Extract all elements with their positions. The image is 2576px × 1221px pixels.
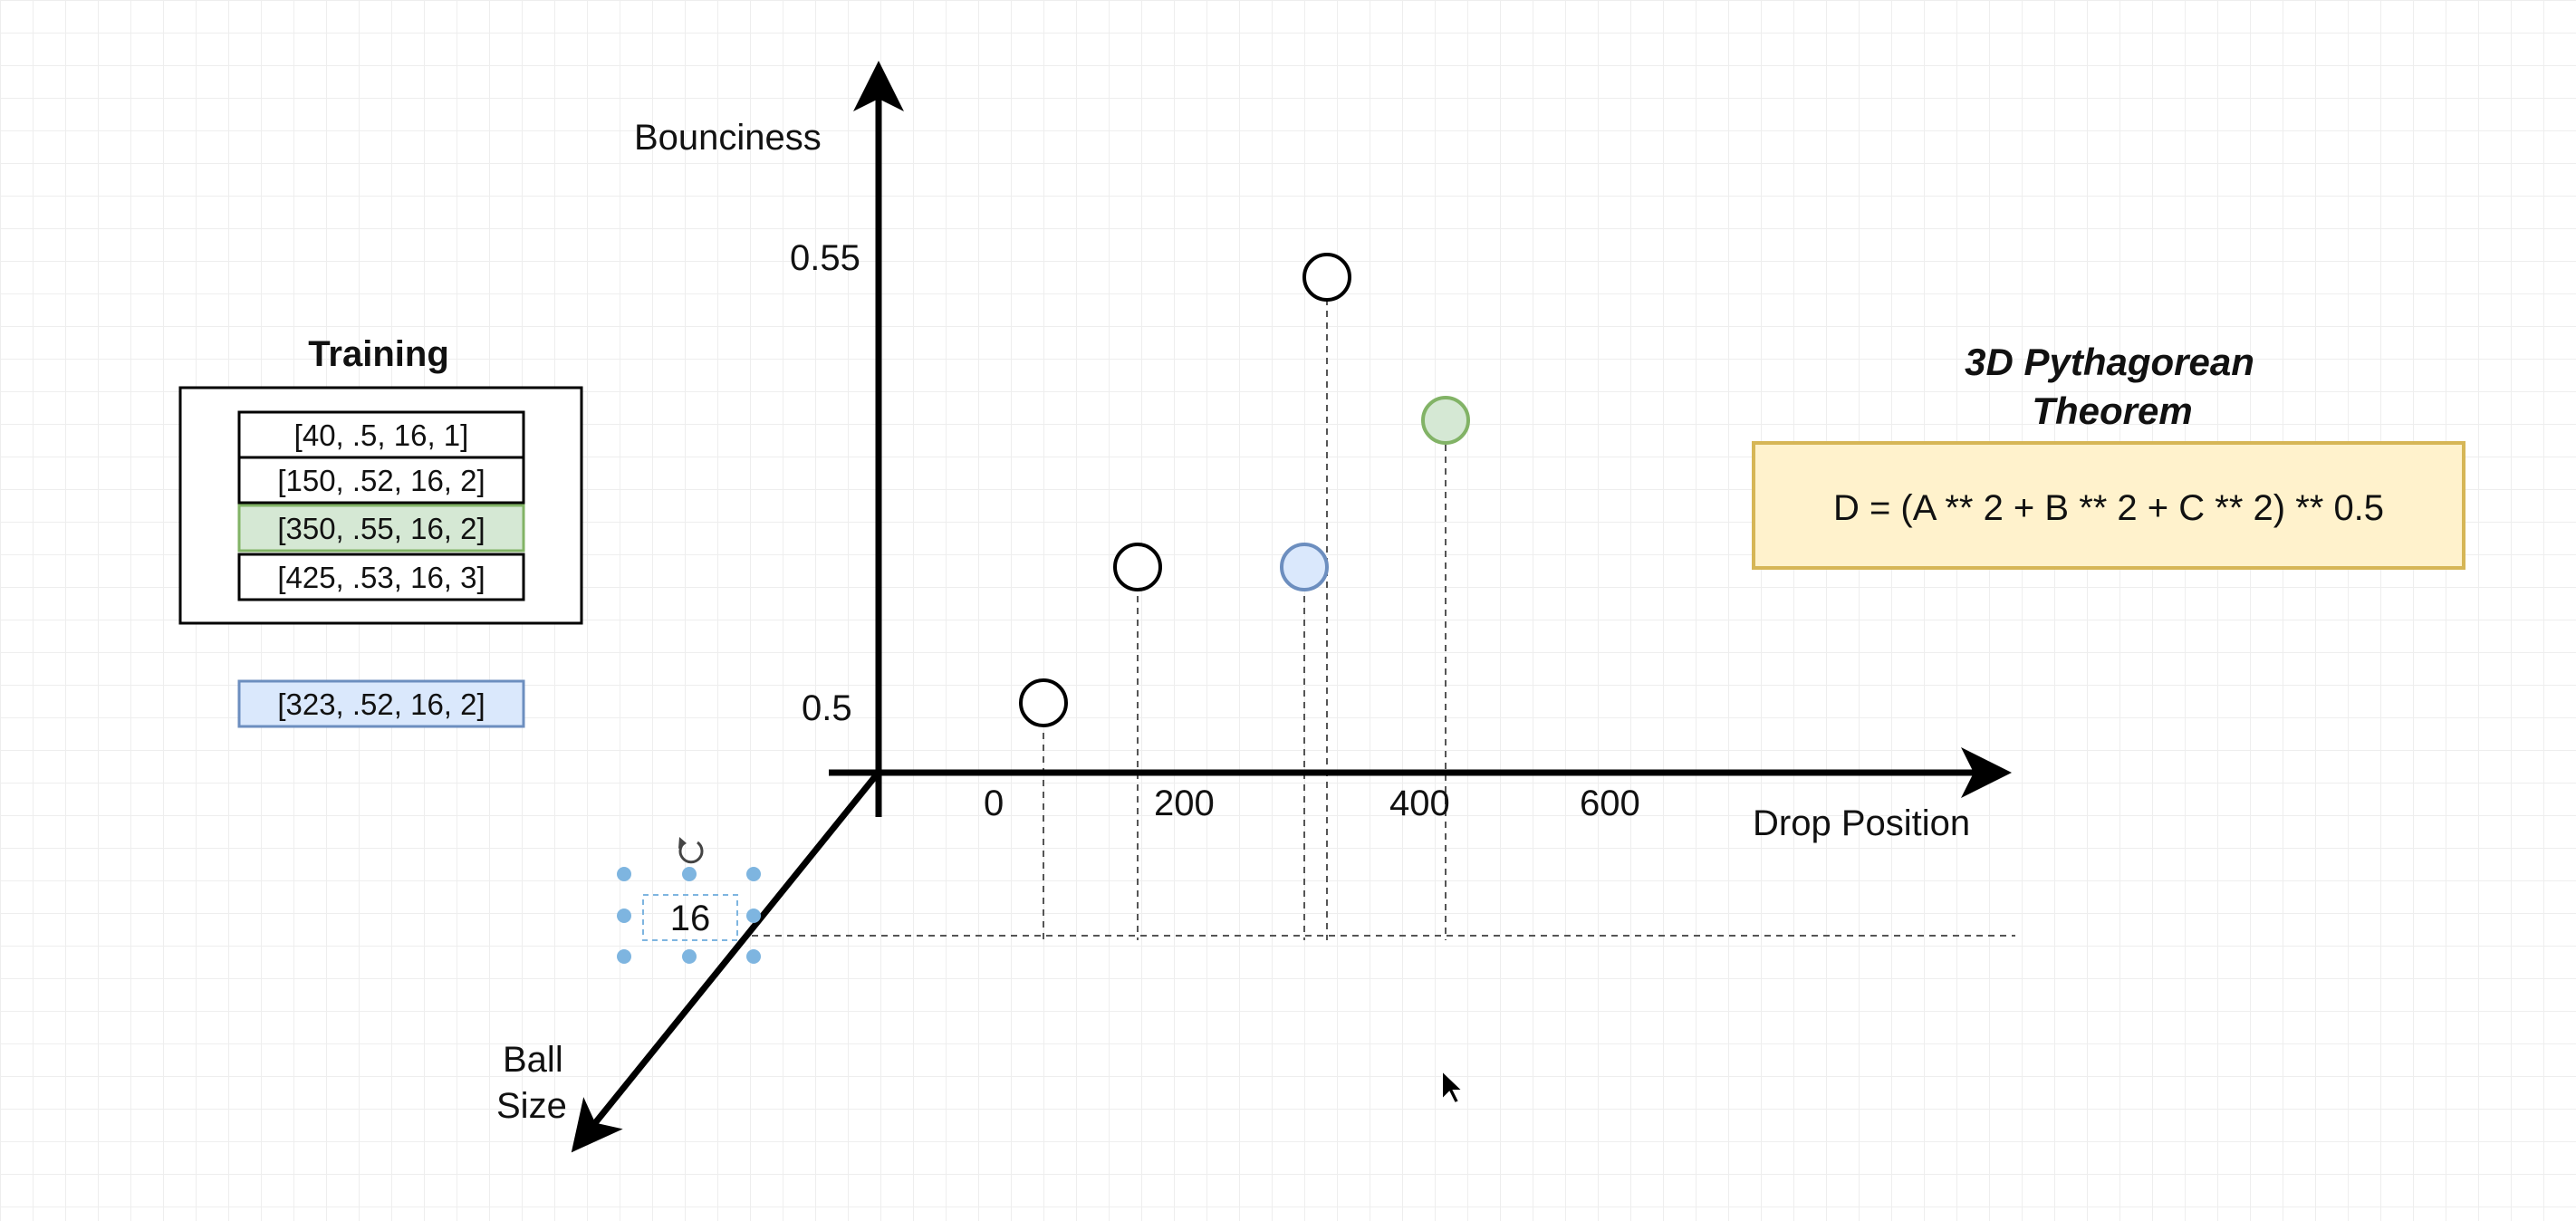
selection-handle[interactable] [617, 949, 631, 964]
training-panel: Training [40, .5, 16, 1] [150, .52, 16, … [178, 334, 583, 625]
rotate-icon[interactable] [678, 837, 704, 864]
data-point[interactable] [1113, 543, 1162, 591]
selection-handle[interactable] [617, 867, 631, 881]
theorem-title-line2: Theorem [2032, 389, 2192, 432]
data-point[interactable] [1302, 253, 1351, 302]
x-tick-0: 0 [984, 784, 1004, 823]
data-point-blue[interactable] [1280, 543, 1329, 591]
training-row-text: [40, .5, 16, 1] [294, 418, 469, 452]
training-row-highlighted[interactable] [237, 504, 525, 553]
data-points [1019, 253, 1470, 727]
selection-handle[interactable] [682, 949, 697, 964]
mouse-cursor-icon [1441, 1068, 1466, 1105]
z-axis-label-line2: Size [496, 1086, 567, 1126]
training-row[interactable] [237, 456, 525, 505]
data-point[interactable] [1019, 678, 1068, 727]
theorem-formula: D = (A ** 2 + B ** 2 + C ** 2) ** 0.5 [1833, 488, 2384, 528]
x-tick-200: 200 [1154, 784, 1215, 823]
selection-handle[interactable] [746, 867, 761, 881]
z-tick-16[interactable]: 16 [670, 899, 711, 938]
training-row-text: [350, .55, 16, 2] [277, 512, 485, 545]
z-tick-selection[interactable]: 16 [617, 837, 761, 964]
data-point-green[interactable] [1421, 396, 1470, 445]
selection-handle[interactable] [746, 909, 761, 923]
training-row-text: [150, .52, 16, 2] [277, 464, 485, 497]
training-row[interactable] [237, 553, 525, 601]
x-axis-label: Drop Position [1753, 803, 1970, 843]
test-point-text: [323, .52, 16, 2] [277, 687, 485, 721]
y-tick-055: 0.55 [790, 238, 860, 278]
y-axis-label: Bounciness [634, 118, 822, 158]
theorem-box[interactable] [1752, 441, 2465, 570]
selection-handle[interactable] [682, 867, 697, 881]
test-point-box[interactable]: [323, .52, 16, 2] [237, 679, 525, 728]
x-tick-400: 400 [1389, 784, 1450, 823]
training-title: Training [308, 334, 449, 374]
y-tick-05: 0.5 [802, 688, 852, 728]
z-axis-label-line1: Ball [503, 1040, 563, 1080]
selection-handle[interactable] [746, 949, 761, 964]
axes [571, 61, 2012, 1153]
theorem-title-line1: 3D Pythagorean [1965, 341, 2254, 383]
training-row-text: [425, .53, 16, 3] [277, 561, 485, 594]
guide-lines [752, 299, 2015, 940]
test-point-rect[interactable] [237, 679, 525, 728]
z-axis [571, 772, 879, 1153]
selection-handle[interactable] [617, 909, 631, 923]
theorem-panel: 3D Pythagorean Theorem D = (A ** 2 + B *… [1752, 341, 2465, 570]
x-tick-600: 600 [1580, 784, 1640, 823]
